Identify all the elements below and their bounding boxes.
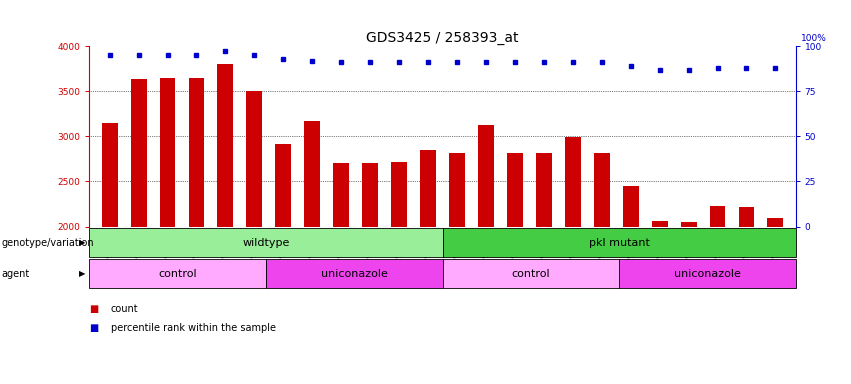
Bar [363, 164, 378, 227]
Text: ▶: ▶ [78, 269, 85, 278]
Text: ■: ■ [89, 323, 99, 333]
Bar [619, 259, 796, 288]
Bar [391, 162, 407, 227]
Text: agent: agent [2, 268, 30, 279]
Bar [420, 150, 436, 227]
Bar [305, 121, 320, 227]
Title: GDS3425 / 258393_at: GDS3425 / 258393_at [366, 31, 519, 45]
Bar [89, 259, 266, 288]
Bar [536, 152, 551, 227]
Text: control: control [158, 268, 197, 279]
Bar [130, 79, 146, 227]
Text: control: control [511, 268, 550, 279]
Bar [266, 259, 443, 288]
Bar [681, 222, 696, 227]
Bar [449, 152, 465, 227]
Bar [739, 207, 755, 227]
Bar [218, 64, 233, 227]
Text: ▶: ▶ [78, 238, 85, 247]
Text: uniconazole: uniconazole [321, 268, 388, 279]
Bar [652, 221, 667, 227]
Text: wildtype: wildtype [243, 238, 289, 248]
Bar [565, 137, 580, 227]
Text: 100%: 100% [802, 34, 827, 43]
Bar [276, 144, 291, 227]
Bar [334, 164, 349, 227]
Bar [89, 228, 443, 257]
Text: count: count [111, 304, 138, 314]
Bar [443, 228, 796, 257]
Text: genotype/variation: genotype/variation [2, 238, 94, 248]
Text: percentile rank within the sample: percentile rank within the sample [111, 323, 276, 333]
Text: ■: ■ [89, 304, 99, 314]
Bar [189, 78, 204, 227]
Bar [768, 217, 784, 227]
Bar [507, 152, 523, 227]
Bar [623, 186, 638, 227]
Bar [594, 152, 609, 227]
Bar [478, 124, 494, 227]
Bar [710, 206, 726, 227]
Bar [159, 78, 175, 227]
Text: uniconazole: uniconazole [674, 268, 741, 279]
Bar [443, 259, 619, 288]
Bar [247, 91, 262, 227]
Bar [101, 123, 117, 227]
Text: pkl mutant: pkl mutant [589, 238, 649, 248]
